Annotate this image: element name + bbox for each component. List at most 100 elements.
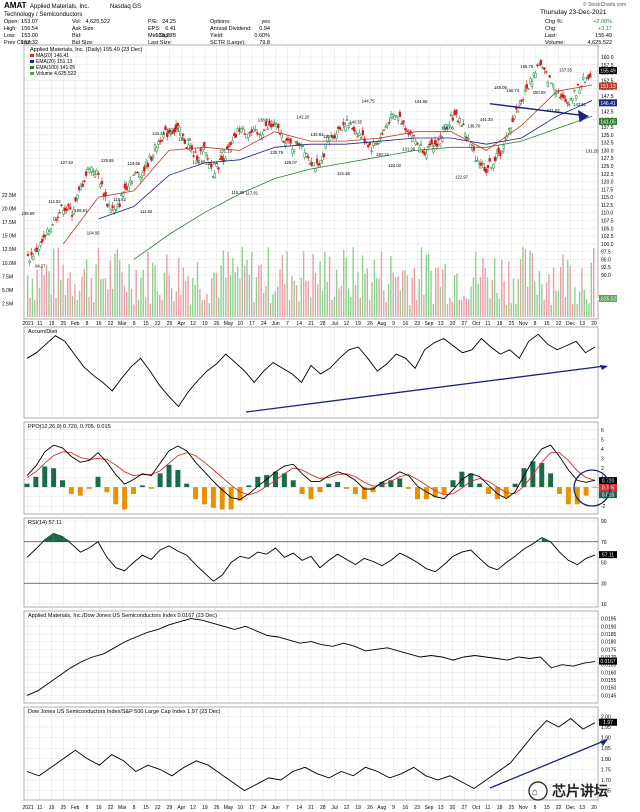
ratio2-tick-label: 1.85 [601, 746, 611, 752]
volume-bar [151, 262, 154, 317]
price-annotation: 117.81 [246, 190, 259, 195]
candle-body [458, 117, 461, 123]
candle-body [432, 147, 435, 153]
x-tick-label: Oct [472, 805, 480, 811]
candle-body [462, 123, 465, 126]
candle-body [72, 209, 75, 215]
volume-bar [255, 276, 258, 317]
x-tick-label: Sep [424, 805, 433, 811]
candle-body [395, 115, 398, 118]
ppo-histogram-bar [219, 487, 225, 510]
ppo-histogram-bar [352, 487, 358, 494]
candle-body [367, 144, 370, 148]
header-label: Yield: [210, 33, 224, 39]
volume-bar [81, 276, 83, 317]
candle-body [527, 88, 530, 90]
ratio1-tick-label: 0.0150 [601, 686, 617, 692]
header-label: Mkt Cap: [148, 33, 170, 39]
price-tick-label: 157.5 [601, 63, 614, 69]
ratio1-title: Applied Materials, Inc./Dow Jones US Sem… [28, 613, 217, 619]
candle-body [500, 151, 504, 154]
x-tick-label: 21 [308, 805, 314, 811]
volume-bar [432, 303, 435, 317]
header-value: 4,625,522 [86, 19, 110, 25]
volume-bar [279, 269, 281, 317]
volume-bar [97, 247, 100, 317]
rsi-title: RSI(14) 57.11 [28, 520, 62, 526]
volume-bar [324, 251, 326, 317]
candle-body [55, 219, 58, 221]
volume-bar [130, 288, 133, 317]
candle-body [99, 183, 102, 188]
volume-bar [442, 269, 444, 317]
candle-body [499, 151, 502, 157]
header-label: Volume: [545, 40, 565, 46]
candle-body [402, 120, 405, 124]
volume-bar [144, 297, 147, 317]
candle-body [69, 207, 72, 210]
price-annotation: 131.20 [586, 149, 599, 154]
ppo-histogram-bar [379, 481, 385, 488]
volume-bar [314, 272, 317, 317]
x-tick-label: 22 [108, 805, 114, 811]
volume-bar [83, 268, 85, 317]
x-tick-label: 13 [579, 321, 585, 327]
price-tick-label: 152.5 [601, 78, 614, 84]
ppo-signal-line [26, 451, 596, 496]
volume-bar [163, 272, 166, 317]
x-tick-label: 24 [261, 805, 267, 811]
x-tick-label: 22 [108, 321, 114, 327]
candle-body [349, 122, 352, 125]
volume-bar [581, 268, 583, 317]
candle-body [525, 84, 528, 89]
volume-bar [562, 254, 564, 317]
ppo-histogram-bar [512, 483, 518, 488]
candle-body [100, 181, 104, 184]
price-annotation: 137.95 [166, 128, 179, 133]
candle-body [358, 132, 361, 136]
volume-bar [446, 304, 449, 317]
volume-bar [225, 277, 227, 317]
volume-bar [574, 287, 576, 317]
volume-bar [321, 291, 324, 317]
header-label: Low: [4, 33, 16, 39]
volume-bar [265, 286, 267, 317]
volume-bar [543, 299, 545, 317]
candle-body [174, 124, 178, 129]
candle-body [190, 145, 194, 150]
candle-body [227, 145, 231, 148]
volume-bar [475, 251, 477, 317]
volume-tick-label: 12.5M [2, 247, 16, 253]
candle-body [497, 147, 500, 153]
volume-bar [418, 279, 420, 317]
candle-body [444, 124, 447, 129]
candle-body [455, 109, 458, 115]
candle-body [215, 162, 218, 167]
candle-body [356, 135, 359, 138]
ppo-histogram-bar [202, 487, 207, 505]
ppo-histogram-bar [441, 487, 447, 494]
volume-bar [85, 259, 88, 317]
header-label: Chg %: [545, 19, 564, 25]
price-annotation: 104.95 [87, 230, 100, 235]
candle-body [485, 168, 488, 174]
x-tick-label: 26 [214, 805, 220, 811]
header-value: 24.25 [162, 19, 176, 25]
candle-body [97, 173, 100, 175]
volume-bar [128, 263, 130, 317]
ppo-histogram-bar [308, 487, 314, 500]
volume-bar [368, 299, 371, 317]
ppo-tick-label: 4 [601, 447, 604, 453]
volume-bar [340, 285, 343, 317]
volume-bar [215, 273, 218, 317]
candle-body [419, 143, 423, 146]
volume-bar [272, 293, 274, 317]
volume-bar [62, 264, 64, 317]
candle-body [60, 204, 63, 206]
ppo-tick-label: 2 [601, 466, 604, 472]
volume-bar [383, 290, 385, 317]
header-value: 0.60% [254, 33, 270, 39]
volume-bar [116, 249, 119, 317]
volume-bar [298, 301, 300, 317]
